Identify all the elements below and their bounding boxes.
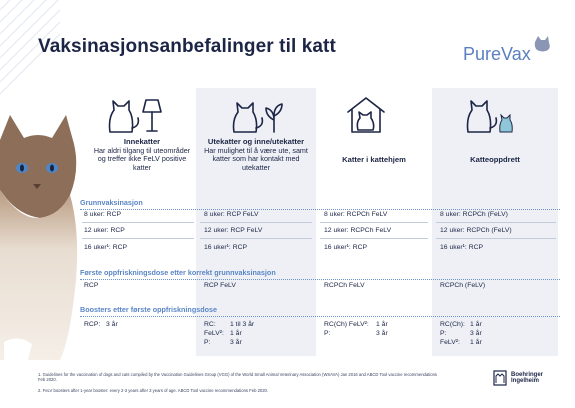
column-heading: Katteoppdrett [470, 155, 520, 164]
table-cell: 8 uker: RCPCh FeLV [324, 211, 388, 218]
booster-key: P: [324, 330, 331, 337]
table-cell: 16 uker¹: RCP [204, 244, 248, 251]
company-line1: Boehringer [511, 371, 544, 378]
column-description: Har mulighet til å være ute, samt katter… [204, 145, 308, 172]
table-cell: 16 uker¹: RCP [324, 244, 368, 251]
cat-plant-icon [232, 102, 283, 133]
column-description: Har aldri tilgang til uteområder og tref… [93, 145, 191, 172]
booster-key: RC(Ch): [440, 321, 465, 328]
section-boosters: Boosters etter første oppfriskningsdose [80, 305, 560, 317]
decorative-stripes [0, 0, 60, 95]
booster-key: RC: [204, 321, 216, 328]
booster-key: FeLV²: [204, 330, 224, 337]
table-cell: RCP FeLV [204, 282, 236, 289]
footnote-2: 2. FeLV boosters after 1-year booster: e… [38, 388, 269, 393]
booster-value: 3 år [470, 330, 482, 337]
booster-key: RCP: [84, 321, 101, 328]
table-cell: 16 uker¹: RCP [440, 244, 484, 251]
section-primary-vaccination: Grunnvaksinasjon [80, 198, 560, 210]
column-heading: Innekatter [123, 137, 161, 146]
cat-kitten-icon [466, 100, 513, 133]
logo-text: PureVax [463, 44, 531, 64]
table-cell: 12 uker: RCP [84, 227, 125, 234]
booster-value: 1 til 3 år [230, 321, 255, 328]
booster-indoor: RCP: 3 år [84, 320, 118, 329]
boehringer-logo: Boehringer Ingelheim [493, 370, 543, 386]
company-line2: Ingelheim [511, 378, 540, 384]
booster-value: 1 år [470, 321, 482, 328]
table-cell: 16 uker¹: RCP [84, 244, 128, 251]
booster-value: 3 år [106, 321, 118, 328]
table-cell: 8 uker: RCP [84, 211, 122, 218]
table-cell: RCPCh FeLV [324, 282, 365, 289]
column-header-breeding: Katteoppdrett [442, 155, 548, 165]
table-cell: 8 uker: RCP FeLV [204, 211, 259, 218]
booster-value: 1 år [376, 321, 388, 328]
cat-house-icon [347, 97, 385, 133]
booster-breeding: RC(Ch): 1 år P: 3 år FeLV²: 1 år [440, 320, 482, 347]
page-title: Vaksinasjonsanbefalinger til katt [38, 36, 336, 57]
column-header-shelter: Katter i kattehjem [324, 155, 424, 165]
section-title: Boosters etter første oppfriskningsdose [80, 305, 217, 314]
booster-outdoor: RC: 1 til 3 år FeLV²: 1 år P: 3 år [204, 320, 254, 347]
table-cell: RCP [84, 282, 99, 289]
booster-value: 3 år [230, 339, 242, 346]
table-cell: RCPCh (FeLV) [440, 282, 486, 289]
booster-value: 1 år [230, 330, 242, 337]
birman-cat-photo [0, 115, 78, 360]
booster-key: FeLV²: [440, 339, 460, 346]
table-cell: 8 uker: RCPCh (FeLV) [440, 211, 508, 218]
footnote-1: 1. Guidelines for the vaccination of dog… [38, 372, 438, 382]
table-cell: 12 uker: RCPCh (FeLV) [440, 227, 512, 234]
section-title: Grunnvaksinasjon [80, 198, 143, 207]
boehringer-icon [493, 370, 507, 386]
section-first-booster: Første oppfriskningsdose etter korrekt g… [80, 268, 560, 280]
booster-value: 3 år [376, 330, 388, 337]
purevax-logo: PureVax [463, 36, 550, 64]
column-heading: Katter i kattehjem [342, 155, 406, 164]
booster-shelter: RC(Ch) FeLV²: 1 år P: 3 år [324, 320, 388, 338]
booster-key: P: [204, 339, 211, 346]
table-cell: 12 uker: RCP FeLV [204, 227, 263, 234]
table-cell: 12 uker: RCPCh FeLV [324, 227, 392, 234]
column-header-outdoor: Utekatter og inne/utekatter Har mulighet… [204, 137, 308, 172]
booster-key: P: [440, 330, 447, 337]
column-heading: Utekatter og inne/utekatter [207, 137, 305, 146]
section-title: Første oppfriskningsdose etter korrekt g… [80, 268, 276, 277]
booster-key: RC(Ch) FeLV²: [324, 321, 369, 328]
column-header-indoor: Innekatter Har aldri tilgang til uteområ… [92, 137, 192, 172]
cat-lamp-icon [108, 99, 162, 133]
booster-value: 1 år [470, 339, 482, 346]
